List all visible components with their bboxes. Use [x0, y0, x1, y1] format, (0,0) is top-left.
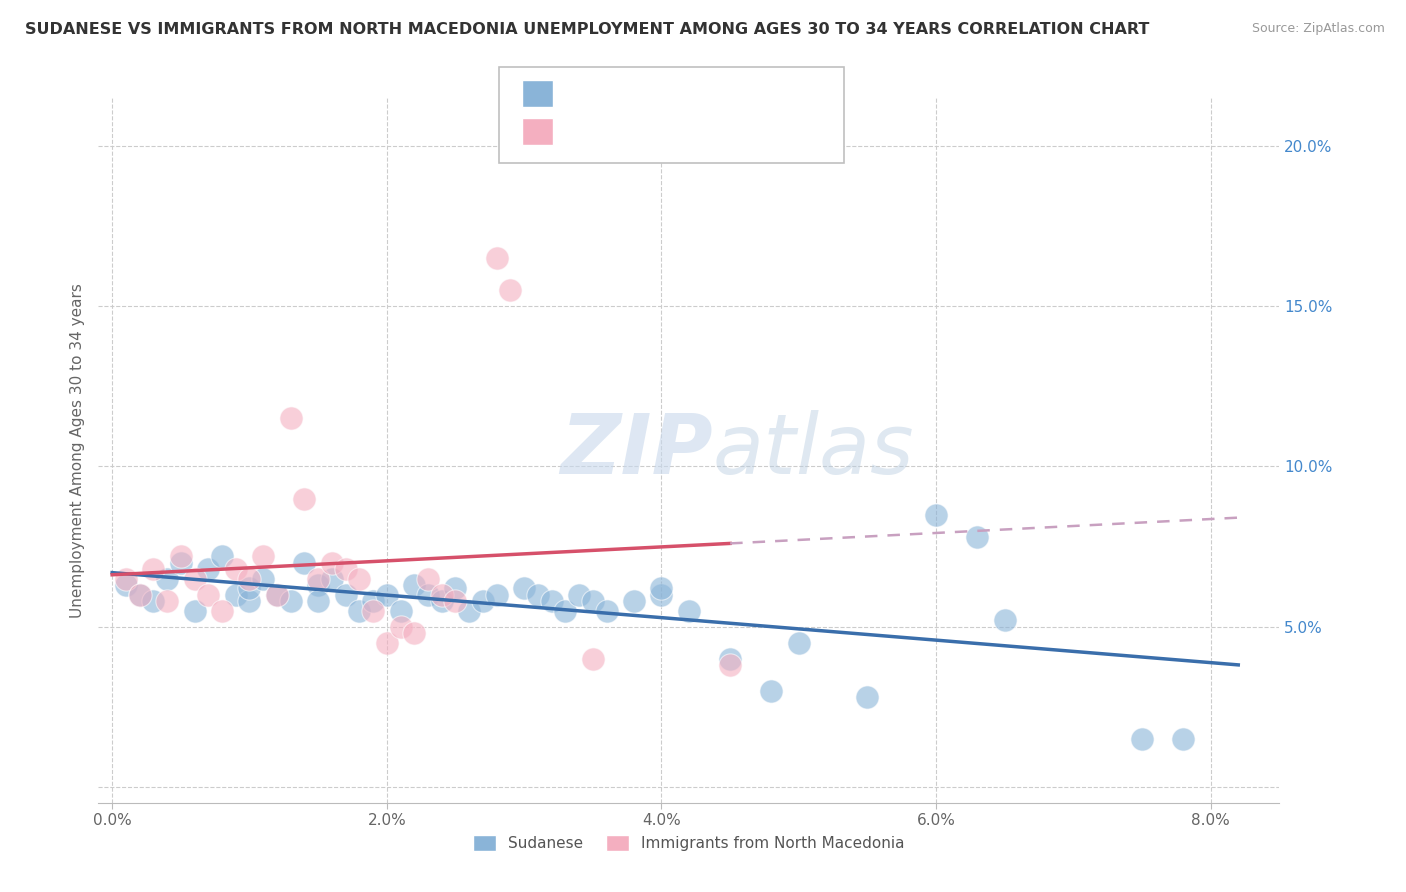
Text: 50: 50 [690, 85, 716, 103]
Point [156, 572, 179, 586]
Point [416, 572, 439, 586]
Point [335, 588, 357, 602]
Point [582, 651, 605, 665]
Point [211, 604, 233, 618]
Point [238, 594, 260, 608]
Point [170, 556, 193, 570]
Point [280, 594, 302, 608]
Point [307, 594, 329, 608]
Point [444, 581, 467, 595]
Point [404, 578, 426, 592]
Point [128, 588, 150, 602]
Point [582, 594, 605, 608]
Point [128, 588, 150, 602]
Point [485, 588, 508, 602]
Point [321, 556, 343, 570]
Point [349, 572, 371, 586]
Point [142, 562, 165, 576]
Point [307, 578, 329, 592]
Point [430, 594, 453, 608]
Point [416, 588, 439, 602]
Point [623, 594, 645, 608]
Text: Source: ZipAtlas.com: Source: ZipAtlas.com [1251, 22, 1385, 36]
Point [650, 588, 672, 602]
Point [321, 572, 343, 586]
Point [197, 562, 219, 576]
Point [266, 588, 288, 602]
Point [142, 594, 165, 608]
Point [389, 619, 412, 633]
Point [335, 562, 357, 576]
Point [225, 588, 247, 602]
Point [361, 604, 384, 618]
Text: N =: N = [659, 85, 696, 103]
Point [925, 508, 948, 522]
Point [1130, 731, 1153, 746]
Point [471, 594, 494, 608]
Text: -0.178: -0.178 [595, 85, 659, 103]
Point [375, 588, 398, 602]
Point [787, 635, 810, 649]
Point [458, 604, 481, 618]
Point [499, 283, 522, 297]
Point [485, 252, 508, 266]
Point [266, 588, 288, 602]
Point [183, 604, 205, 618]
Point [650, 581, 672, 595]
Point [183, 572, 205, 586]
Point [444, 594, 467, 608]
Text: SUDANESE VS IMMIGRANTS FROM NORTH MACEDONIA UNEMPLOYMENT AMONG AGES 30 TO 34 YEA: SUDANESE VS IMMIGRANTS FROM NORTH MACEDO… [25, 22, 1150, 37]
Point [389, 604, 412, 618]
Point [238, 581, 260, 595]
Text: 29: 29 [690, 122, 716, 140]
Y-axis label: Unemployment Among Ages 30 to 34 years: Unemployment Among Ages 30 to 34 years [70, 283, 86, 618]
Text: ZIP: ZIP [560, 410, 713, 491]
Point [238, 572, 260, 586]
Point [252, 549, 274, 564]
Point [527, 588, 550, 602]
Point [156, 594, 179, 608]
Point [994, 613, 1017, 627]
Point [361, 594, 384, 608]
Point [554, 604, 576, 618]
Text: atlas: atlas [713, 410, 914, 491]
Point [294, 556, 316, 570]
Point [595, 604, 617, 618]
Point [568, 588, 591, 602]
Point [170, 549, 193, 564]
Point [856, 690, 879, 705]
Point [375, 635, 398, 649]
Text: R =: R = [564, 122, 600, 140]
Point [513, 581, 536, 595]
Point [252, 572, 274, 586]
Point [280, 411, 302, 425]
Point [718, 651, 741, 665]
Point [225, 562, 247, 576]
Point [540, 594, 562, 608]
Point [307, 572, 329, 586]
Point [294, 491, 316, 506]
Text: N =: N = [659, 122, 696, 140]
Point [404, 626, 426, 640]
Point [678, 604, 700, 618]
Point [718, 658, 741, 673]
Point [115, 578, 138, 592]
Point [211, 549, 233, 564]
Text: R =: R = [564, 85, 600, 103]
Point [761, 683, 783, 698]
Point [197, 588, 219, 602]
Text: 0.176: 0.176 [595, 122, 651, 140]
Point [349, 604, 371, 618]
Point [115, 572, 138, 586]
Point [1173, 731, 1195, 746]
Point [430, 588, 453, 602]
Legend: Sudanese, Immigrants from North Macedonia: Sudanese, Immigrants from North Macedoni… [465, 827, 912, 859]
Point [966, 530, 988, 544]
